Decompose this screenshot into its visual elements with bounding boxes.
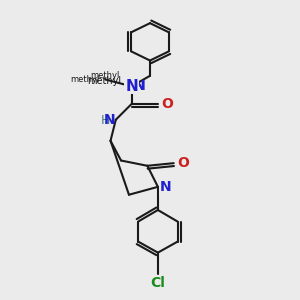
Text: Cl: Cl	[151, 276, 165, 290]
Text: H: H	[100, 114, 110, 127]
Text: N: N	[134, 79, 145, 93]
Text: N: N	[160, 180, 171, 194]
Text: methyl: methyl	[91, 71, 120, 80]
Text: N: N	[103, 113, 115, 127]
Text: O: O	[177, 156, 189, 170]
Text: methyl: methyl	[87, 76, 121, 86]
Text: N: N	[134, 79, 145, 92]
Text: methyl: methyl	[70, 75, 100, 84]
Text: O: O	[162, 97, 173, 111]
Text: N: N	[125, 79, 138, 94]
